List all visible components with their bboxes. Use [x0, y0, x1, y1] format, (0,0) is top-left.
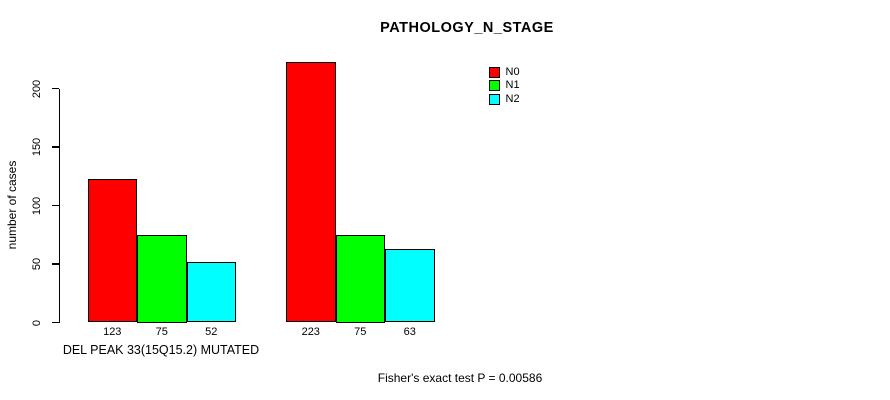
legend-label-n2: N2 [505, 92, 520, 105]
bar-n0-group-2 [286, 61, 336, 323]
legend-swatch-n2 [489, 93, 500, 105]
y-axis-label: number of cases [5, 160, 19, 250]
bar-value-label: 75 [354, 326, 367, 338]
y-tick-mark [52, 204, 59, 207]
chart-title: PATHOLOGY_N_STAGE [380, 20, 554, 36]
y-tick-mark [52, 146, 59, 148]
bar-n0-group-1 [87, 178, 137, 323]
legend-swatch-n0 [489, 66, 500, 78]
bar-n2-group-2 [385, 248, 435, 323]
y-tick-mark [52, 321, 59, 324]
bar-value-label: 52 [205, 326, 218, 338]
x-axis-label: DEL PEAK 33(15Q15.2) MUTATED [62, 343, 260, 357]
y-axis-line [58, 88, 60, 323]
y-tick-mark [52, 87, 59, 90]
y-tick-label: 100 [30, 196, 43, 215]
y-tick-label: 150 [30, 137, 43, 157]
bar-n2-group-1 [186, 261, 236, 323]
bar-value-label: 63 [403, 326, 416, 338]
bar-n1-group-1 [137, 234, 187, 323]
bar-value-label: 75 [155, 326, 168, 338]
bar-value-label: 223 [301, 326, 320, 338]
y-tick-label: 50 [30, 257, 43, 271]
bar-value-label: 123 [103, 326, 122, 338]
y-tick-label: 200 [30, 79, 43, 98]
legend-label-n0: N0 [505, 65, 520, 78]
legend-label-n1: N1 [505, 79, 520, 91]
legend-swatch-n1 [489, 80, 500, 91]
y-tick-label: 0 [30, 319, 43, 326]
footnote: Fisher's exact test P = 0.00586 [377, 371, 543, 385]
y-tick-mark [52, 263, 59, 265]
bar-n1-group-2 [335, 234, 385, 323]
